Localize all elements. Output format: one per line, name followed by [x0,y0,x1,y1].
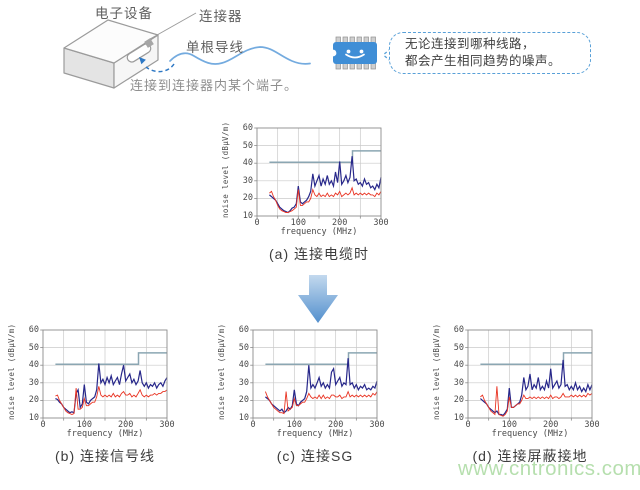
chip-icon [329,36,377,70]
y-tick-label: 60 [238,325,249,335]
chip-notch [329,49,337,57]
y-tick-label: 40 [28,360,39,371]
x-axis-label: frequency (MHz) [276,429,354,439]
x-tick-label: 100 [286,420,302,430]
x-tick-label: 300 [373,218,389,228]
x-tick-label: 200 [331,218,348,228]
x-tick-label: 0 [250,420,256,430]
y-tick-label: 30 [453,377,464,388]
y-tick-label: 60 [28,325,39,335]
x-axis-label: frequency (MHz) [66,429,144,439]
x-tick-label: 200 [327,420,344,430]
top-diagram: 电子设备 连接器 单根导线 连接到连接器内某个端子。 无论连接到哪种线路， 都会… [0,0,640,115]
x-tick-label: 300 [584,420,600,430]
y-tick-label: 60 [242,123,253,133]
wire-label: 单根导线 [186,40,244,55]
x-tick-label: 100 [76,420,92,430]
y-axis-tick-labels: 60 50 40 30 20 10 [443,325,464,423]
noise-red [264,390,378,415]
connector-pointer-line [149,12,197,40]
x-tick-label: 0 [465,420,471,430]
x-axis-tick-labels: 0 100 200 300 [464,420,599,430]
noise-chart: noise level (dBμV/m) 60 50 40 30 20 10 0 100 20… [6,323,178,478]
chart-caption: (c) 连接SG [276,448,354,464]
single-wire [169,46,311,65]
limit-line [480,352,592,366]
plot-area [40,329,168,421]
noise-chart: noise level (dBμV/m) 60 50 40 30 20 10 0 100 20… [216,323,388,478]
connector-pin [144,38,154,48]
y-tick-label: 30 [242,175,253,186]
dashed-connect-arrow [139,57,175,73]
y-tick-label: 50 [242,140,253,151]
y-axis-tick-labels: 60 50 40 30 20 10 [232,123,253,221]
device-label: 电子设备 [95,6,153,21]
x-tick-label: 200 [542,420,559,430]
watermark: www.cntronics.com [458,457,640,480]
y-axis-label: noise level (dBμV/m) [432,323,441,420]
y-tick-label: 20 [238,395,249,406]
speech-bubble-line2: 都会产生相同趋势的噪声。 [405,54,562,68]
plot-area [250,329,378,421]
chip-smile [345,53,365,59]
x-tick-label: 100 [290,218,306,228]
connector-slot [126,38,154,63]
plot-area [254,127,382,219]
y-tick-label: 20 [28,395,39,406]
y-tick-label: 40 [242,158,253,169]
y-tick-label: 40 [453,360,464,371]
y-axis-label: noise level (dBμV/m) [221,121,230,218]
plot-wrap: 0 100 200 300 frequency (MHz) [464,328,600,448]
plot-wrap: 0 100 200 300 frequency (MHz) [253,126,389,246]
y-tick-label: 10 [242,211,253,221]
y-tick-label: 60 [453,325,464,335]
x-tick-label: 200 [117,420,134,430]
speech-bubble: 无论连接到哪种线路， 都会产生相同趋势的噪声。 [389,32,591,74]
x-axis-tick-labels: 0 100 200 300 [249,420,384,430]
y-axis-label: noise level (dBμV/m) [217,323,226,420]
noise-chart: noise level (dBμV/m) 60 50 40 30 20 10 0 100 20… [220,121,392,276]
y-tick-label: 30 [28,377,39,388]
y-tick-label: 10 [453,413,464,423]
down-arrow-icon [298,275,338,323]
y-tick-label: 50 [453,342,464,353]
plot-wrap: 0 100 200 300 frequency (MHz) [249,328,385,448]
x-tick-label: 300 [159,420,175,430]
x-tick-label: 100 [501,420,517,430]
x-tick-label: 0 [40,420,46,430]
diagram-graphics [63,12,392,89]
limit-line [55,352,167,366]
y-axis-tick-labels: 60 50 40 30 20 10 [228,325,249,423]
noise-red [269,186,382,213]
y-tick-label: 50 [238,342,249,353]
y-tick-label: 40 [238,360,249,371]
y-tick-label: 10 [28,413,39,423]
chart-caption: (d) 连接屏蔽接地 [472,448,588,464]
connection-note: 连接到连接器内某个端子。 [130,78,299,93]
chart-caption: (a) 连接电缆时 [269,246,369,262]
chart-caption: (b) 连接信号线 [55,448,155,464]
x-tick-label: 0 [254,218,260,228]
x-axis-label: frequency (MHz) [280,227,358,237]
y-tick-label: 50 [28,342,39,353]
noise-red [55,386,168,415]
y-tick-label: 30 [238,377,249,388]
connector-label: 连接器 [199,9,243,24]
x-axis-tick-labels: 0 100 200 300 [253,218,388,228]
noise-chart: noise level (dBμV/m) 60 50 40 30 20 10 0 100 20… [431,323,603,478]
noise-red [480,386,593,417]
plot-area [465,329,593,421]
y-axis-label: noise level (dBμV/m) [7,323,16,420]
x-tick-label: 300 [369,420,385,430]
y-axis-tick-labels: 60 50 40 30 20 10 [18,325,39,423]
speech-bubble-line1: 无论连接到哪种线路， [405,37,536,51]
x-axis-label: frequency (MHz) [491,429,569,439]
y-tick-label: 10 [238,413,249,423]
y-tick-label: 20 [453,395,464,406]
y-tick-label: 20 [242,193,253,204]
plot-wrap: 0 100 200 300 frequency (MHz) [39,328,175,448]
x-axis-tick-labels: 0 100 200 300 [39,420,174,430]
